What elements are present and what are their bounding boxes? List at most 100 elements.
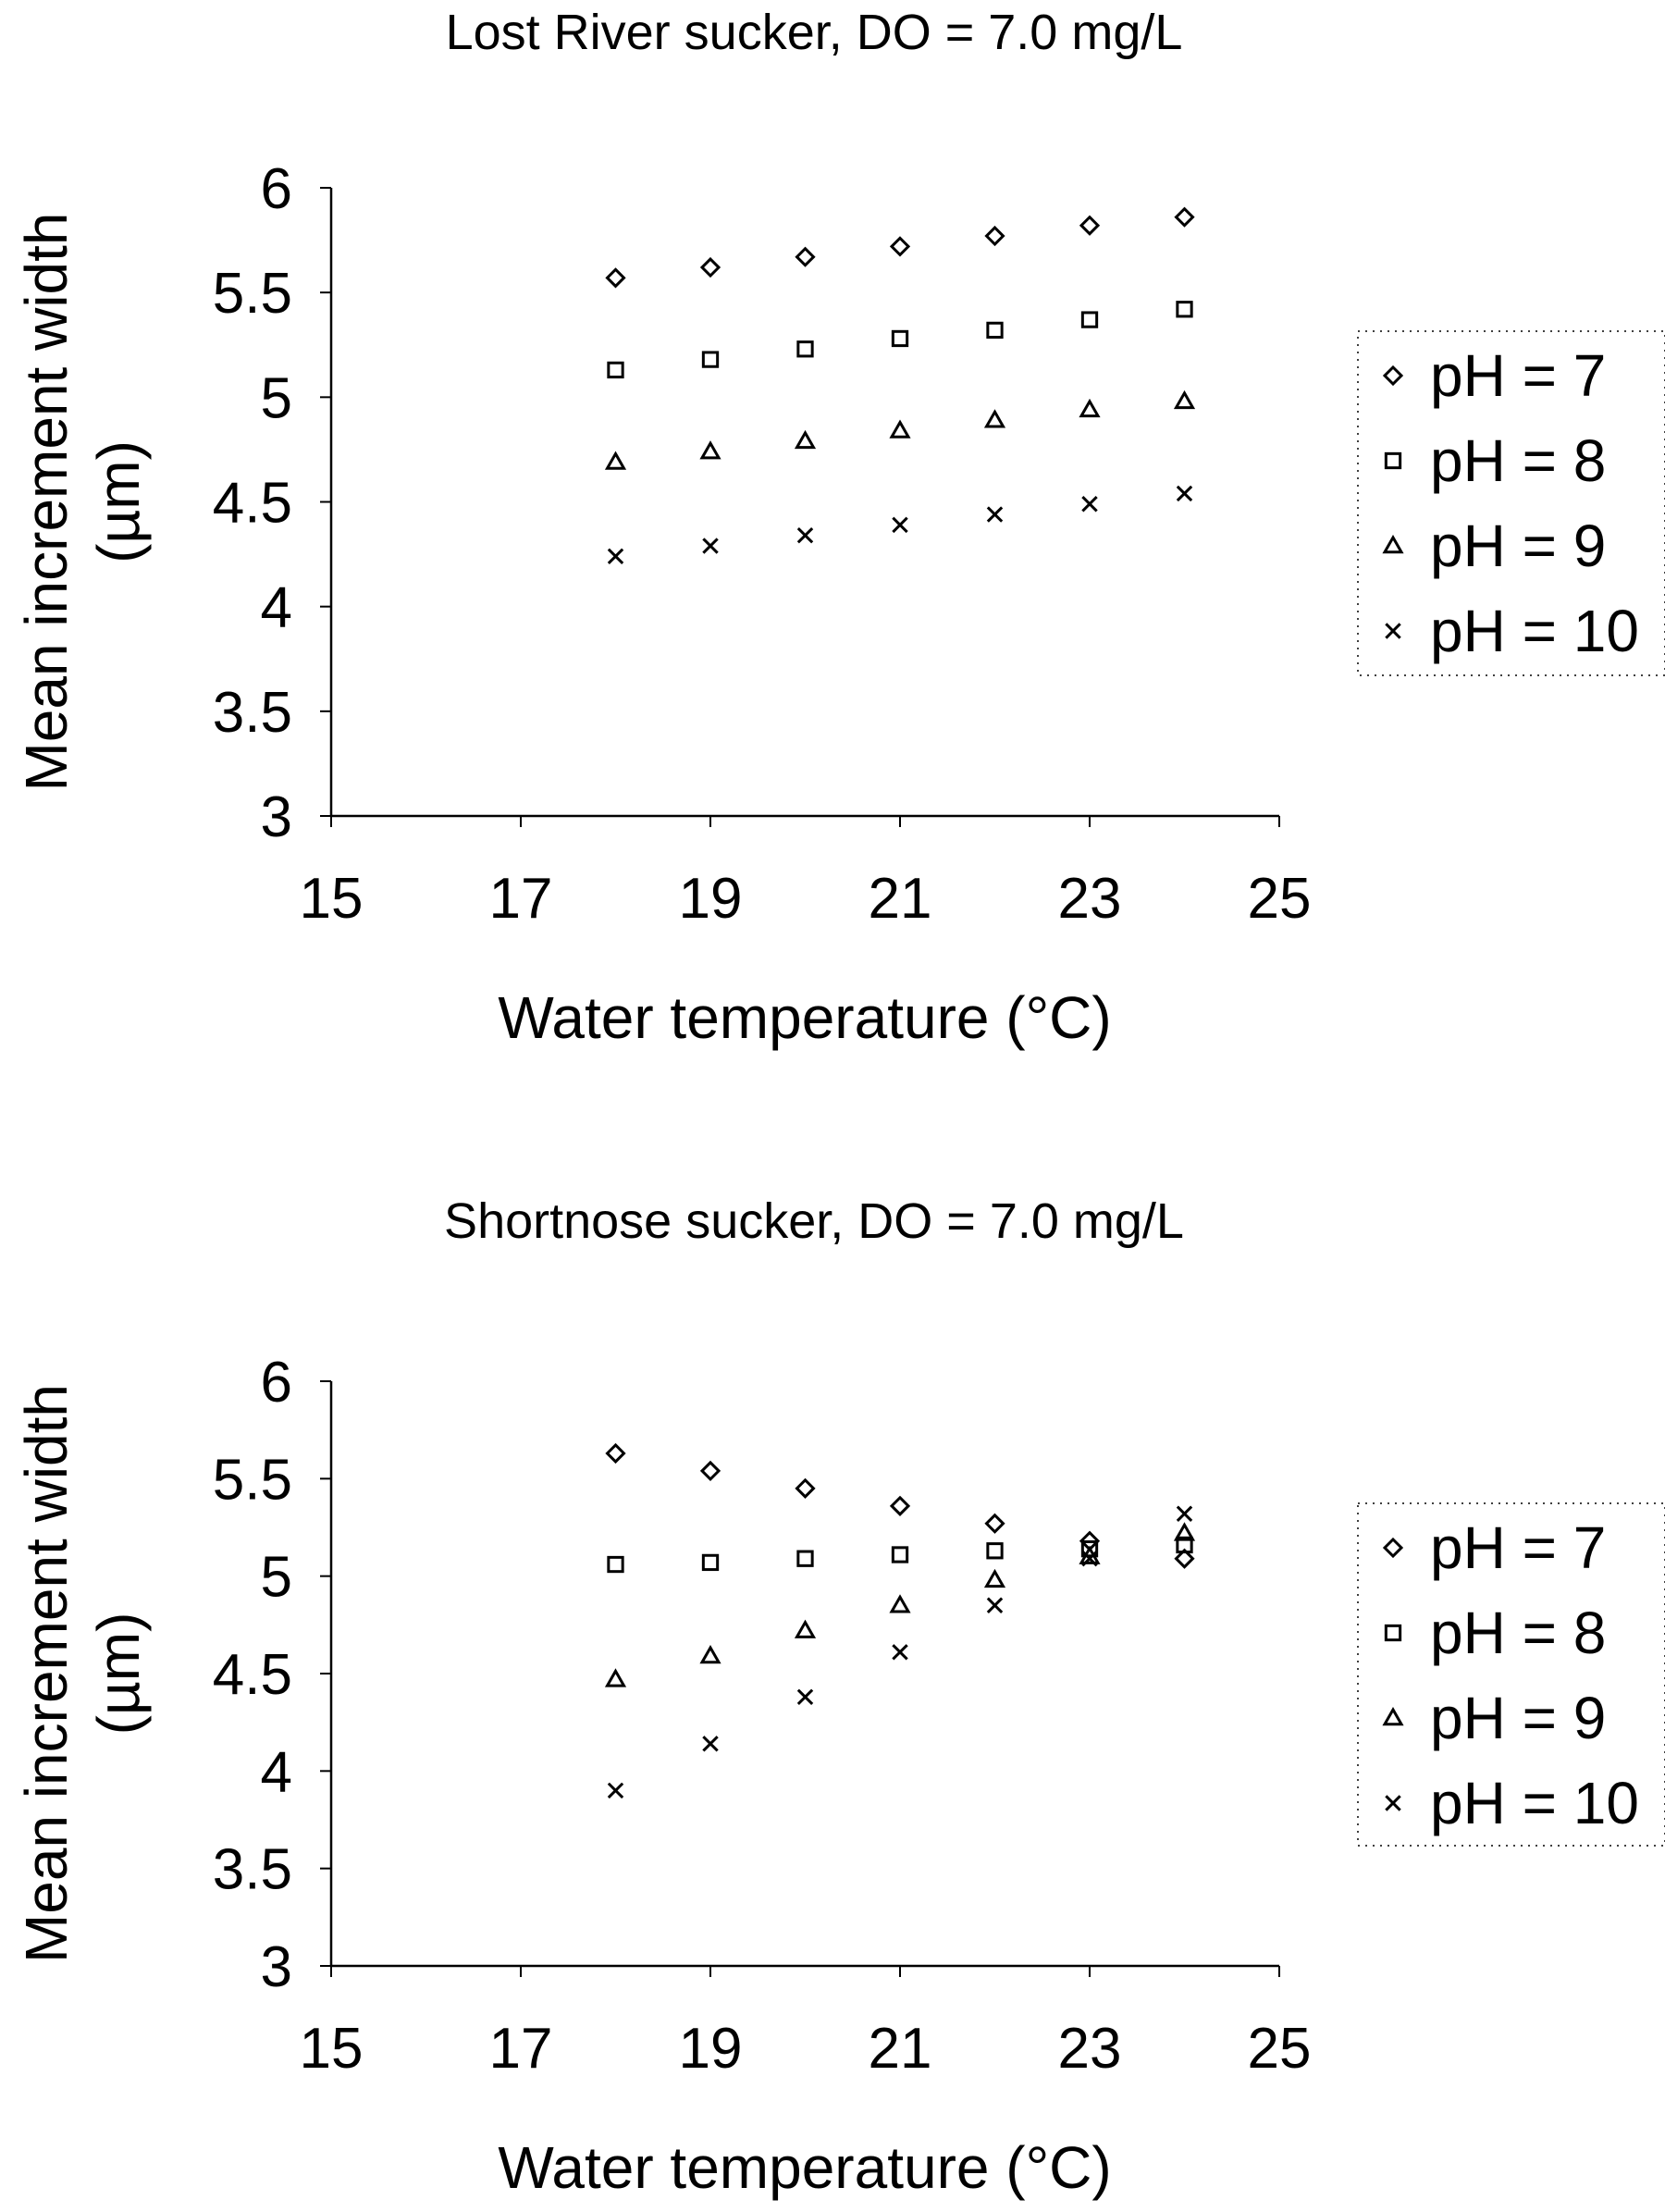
legend-marker	[1385, 623, 1401, 639]
data-point	[701, 351, 720, 368]
data-point	[1081, 496, 1098, 513]
y-tick-label: 5.5	[213, 262, 292, 326]
data-point	[699, 440, 722, 460]
y-tick-label: 3	[261, 785, 292, 849]
data-point	[1176, 1536, 1193, 1554]
series-ph-8	[607, 301, 1193, 379]
data-point	[1174, 1548, 1195, 1569]
legend-marker	[1384, 1624, 1402, 1642]
data-point	[794, 1619, 817, 1638]
legend: pH = 7 pH = 8 pH = 9 pH = 10	[1357, 1502, 1665, 1847]
legend-label: pH = 8	[1430, 427, 1606, 494]
data-point	[702, 1736, 719, 1752]
data-point	[796, 527, 814, 544]
data-point	[984, 1513, 1005, 1534]
series-ph-7	[605, 1442, 1195, 1569]
chart-panel-1: Lost River sucker, DO = 7.0 mg/L 3 3.5 4 4.5…	[13, 5, 1665, 1051]
data-point	[983, 409, 1006, 428]
data-point	[891, 1546, 909, 1563]
data-point	[796, 1688, 814, 1705]
legend-marker	[1382, 1706, 1404, 1726]
data-point	[607, 1782, 624, 1799]
data-point	[984, 225, 1005, 247]
chart-title: Lost River sucker, DO = 7.0 mg/L	[446, 5, 1183, 60]
data-point	[986, 1542, 1004, 1560]
x-tick-label: 21	[869, 867, 932, 931]
legend-marker	[1384, 451, 1402, 470]
y-axis-label: (µm)	[85, 1613, 152, 1736]
x-axis-label: Water temperature (°C)	[498, 984, 1111, 1051]
data-point	[889, 1594, 911, 1613]
y-axis-label: (µm)	[85, 440, 152, 563]
data-point	[891, 329, 909, 348]
y-tick-label: 6	[261, 1351, 292, 1415]
x-tick-label: 15	[300, 2017, 364, 2081]
y-tick-label: 5.5	[213, 1448, 292, 1512]
data-point	[607, 361, 624, 379]
data-point	[1173, 389, 1196, 410]
x-tick-label: 17	[489, 867, 553, 931]
data-point	[1080, 311, 1099, 328]
series-ph-9	[604, 389, 1196, 470]
legend-label: pH = 10	[1430, 598, 1639, 664]
data-point	[889, 236, 911, 257]
data-point	[889, 419, 911, 439]
legend-label: pH = 10	[1430, 1770, 1639, 1836]
data-point	[983, 1568, 1006, 1588]
data-point	[699, 1645, 722, 1664]
y-tick-label: 3.5	[213, 681, 292, 745]
data-point	[986, 321, 1004, 340]
legend-label: pH = 7	[1430, 1514, 1606, 1581]
series-ph-10	[607, 1505, 1193, 1799]
data-point	[702, 538, 719, 554]
x-tick-label: 19	[679, 867, 743, 931]
data-point	[796, 340, 814, 358]
legend-marker	[1382, 534, 1404, 554]
x-tick-label: 19	[679, 2017, 743, 2081]
data-point	[794, 429, 817, 450]
data-point	[795, 246, 816, 267]
data-point	[607, 548, 624, 565]
data-point	[699, 1460, 722, 1482]
y-tick-label: 5	[261, 1546, 292, 1610]
x-axis-label: Water temperature (°C)	[498, 2134, 1111, 2201]
y-tick-label: 4.5	[213, 472, 292, 536]
series-ph-9	[604, 1522, 1196, 1687]
data-point	[701, 1553, 720, 1572]
data-point	[1173, 1522, 1196, 1541]
data-point	[604, 1668, 627, 1687]
data-point	[796, 1550, 814, 1567]
series-ph-10	[607, 485, 1193, 565]
data-point	[605, 267, 626, 289]
data-point	[986, 1597, 1004, 1613]
y-axis-label: Mean increment width	[13, 1384, 80, 1963]
y-tick-label: 4	[261, 1740, 292, 1804]
y-tick-label: 3	[261, 1935, 292, 1999]
data-point	[986, 506, 1004, 523]
data-point	[604, 451, 627, 470]
y-tick-label: 4	[261, 576, 292, 640]
data-point	[1079, 398, 1101, 418]
legend-label: pH = 9	[1430, 1685, 1606, 1751]
data-point	[605, 1442, 626, 1464]
legend-marker	[1382, 1537, 1404, 1559]
data-point	[1081, 1550, 1098, 1567]
x-tick-label: 23	[1058, 867, 1122, 931]
data-point	[699, 256, 722, 278]
data-point	[1080, 1540, 1099, 1558]
data-point	[795, 1477, 816, 1499]
y-tick-label: 5	[261, 366, 292, 430]
x-tick-label: 15	[300, 867, 364, 931]
y-tick-label: 6	[261, 157, 292, 221]
chart-panel-2: Shortnose sucker, DO = 7.0 mg/L 3 3.5 4 4.5 5…	[13, 1193, 1665, 2201]
data-point	[607, 1555, 624, 1574]
legend: pH = 7 pH = 8 pH = 9 pH = 10	[1357, 330, 1665, 676]
x-tick-label: 23	[1058, 2017, 1122, 2081]
data-point	[1079, 215, 1101, 236]
legend-marker	[1382, 365, 1404, 387]
series-ph-7	[605, 206, 1195, 289]
x-tick-label: 25	[1248, 2017, 1312, 2081]
y-axis-label: Mean increment width	[13, 212, 80, 791]
legend-marker	[1385, 1795, 1401, 1811]
